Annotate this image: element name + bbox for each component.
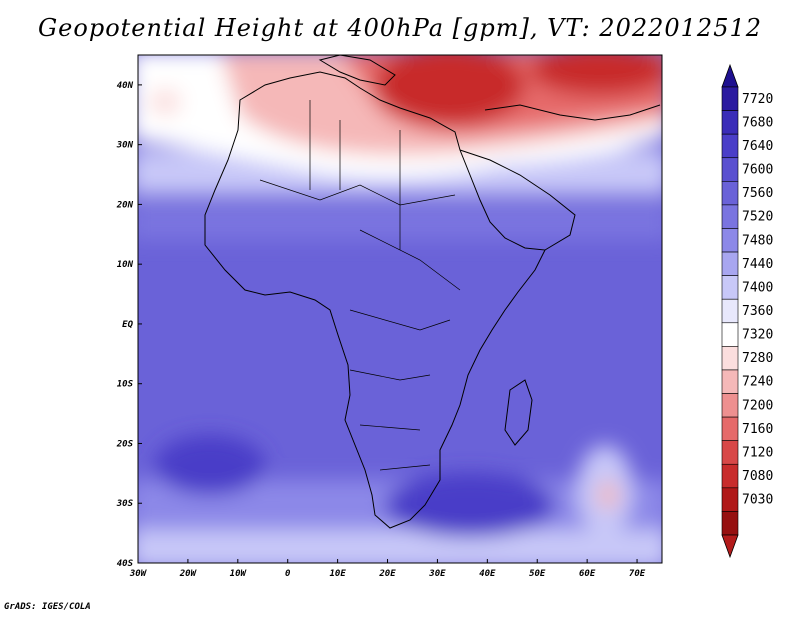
colorbar-swatch — [721, 322, 739, 347]
colorbar-swatch — [721, 204, 739, 229]
colorbar-swatch — [721, 298, 739, 324]
colorbar-level-label: 7680 — [742, 115, 773, 130]
border-southafrica — [379, 464, 431, 471]
colorbar-level-label: 7640 — [742, 139, 773, 154]
coastline-madagascar — [504, 379, 533, 446]
lat-tick-label: 10N — [117, 260, 134, 270]
colorbar-level-label: 7200 — [742, 398, 773, 413]
colorbar-level-label: 7320 — [742, 328, 773, 343]
longitude-axis: 30W 20W 10W 0 10E 20E 30E 40E 50E 60E 70E — [129, 559, 646, 579]
colorbar-level-label: 7080 — [742, 469, 773, 484]
lat-tick-label: 20S — [116, 439, 134, 449]
lon-tick-label: 50E — [529, 569, 546, 579]
lon-tick-label: 70E — [629, 569, 646, 579]
border-angola — [349, 369, 431, 381]
lon-tick-label: 20E — [378, 569, 396, 579]
colorbar-swatch — [721, 133, 739, 159]
colorbar-level-label: 7600 — [742, 163, 773, 178]
coastlines — [204, 55, 661, 529]
colorbar-swatch — [721, 463, 739, 489]
lon-tick-label: 10W — [230, 569, 248, 579]
colorbar-swatch — [721, 487, 739, 512]
lat-tick-label: EQ — [122, 320, 133, 330]
border-sahel — [259, 179, 456, 206]
latitude-axis: 40N 30N 20N 10N EQ 10S 20S 30S 40S — [116, 81, 142, 569]
border-central — [359, 229, 461, 291]
colorbar-level-label: 7160 — [742, 422, 773, 437]
colorbar-swatch — [721, 416, 739, 441]
colorbar-level-label: 7520 — [742, 210, 773, 225]
colorbar-bottom-arrow — [721, 534, 739, 559]
lon-tick-label: 0 — [285, 569, 291, 579]
colorbar-level-label: 7280 — [742, 351, 773, 366]
plot-frame — [137, 54, 663, 564]
lat-tick-label: 40N — [117, 81, 134, 91]
colorbar-swatch — [721, 369, 739, 394]
lat-tick-label: 10S — [117, 380, 134, 390]
colorbar-swatch — [721, 511, 739, 536]
colorbar-swatch — [721, 275, 739, 300]
colorbar-level-label: 7480 — [742, 233, 773, 248]
lon-tick-label: 40E — [479, 569, 496, 579]
lat-tick-label: 30N — [116, 141, 134, 151]
colorbar-swatch — [721, 393, 739, 418]
field-low-southafrica — [385, 473, 555, 537]
field-trough-east — [530, 55, 662, 95]
lat-tick-label: 30S — [116, 499, 134, 509]
lat-tick-label: 40S — [117, 559, 134, 569]
credit-text: GrADS: IGES/COLA — [4, 602, 91, 612]
border-congo — [349, 309, 451, 331]
colorbar: 7720 7680 7640 7600 7560 7520 7480 7440 7400 7360… — [721, 63, 773, 559]
colorbar-swatch — [721, 157, 739, 182]
colorbar-level-label: 7560 — [742, 186, 773, 201]
field-south-edge — [138, 530, 662, 563]
height-field — [138, 55, 662, 563]
colorbar-level-label: 7240 — [742, 375, 773, 390]
field-ridge-core — [598, 481, 618, 509]
colorbar-level-label: 7400 — [742, 280, 773, 295]
borders — [259, 100, 461, 471]
colorbar-swatch — [721, 181, 739, 206]
lon-tick-label: 30W — [129, 569, 148, 579]
colorbar-level-label: 7440 — [742, 257, 773, 272]
coastline-europe — [318, 55, 396, 86]
border-namibia — [359, 424, 421, 431]
coastline-africa — [204, 71, 546, 529]
map-title: Geopotential Height at 400hPa [gpm], VT:… — [38, 14, 762, 42]
colorbar-level-label: 7120 — [742, 445, 773, 460]
coastline-arabia — [459, 149, 576, 251]
colorbar-swatch — [721, 228, 739, 253]
colorbar-swatch — [721, 251, 739, 276]
lon-tick-label: 60E — [579, 569, 596, 579]
colorbar-level-label: 7030 — [742, 493, 773, 508]
colorbar-level-label: 7720 — [742, 92, 773, 107]
colorbar-swatch — [721, 86, 739, 111]
colorbar-swatch — [721, 346, 739, 371]
lat-tick-label: 20N — [116, 200, 134, 210]
coastline-asia — [484, 104, 661, 121]
lon-tick-label: 20W — [179, 569, 198, 579]
colorbar-top-arrow — [721, 63, 739, 88]
field-atlantic-cell — [149, 89, 181, 115]
lon-tick-label: 10E — [329, 569, 346, 579]
colorbar-swatch — [721, 110, 739, 135]
lon-tick-label: 30E — [428, 569, 446, 579]
colorbar-level-label: 7360 — [742, 304, 773, 319]
field-trough-core — [375, 55, 525, 125]
field-low-southatlantic — [155, 435, 265, 495]
colorbar-swatch — [721, 440, 739, 465]
